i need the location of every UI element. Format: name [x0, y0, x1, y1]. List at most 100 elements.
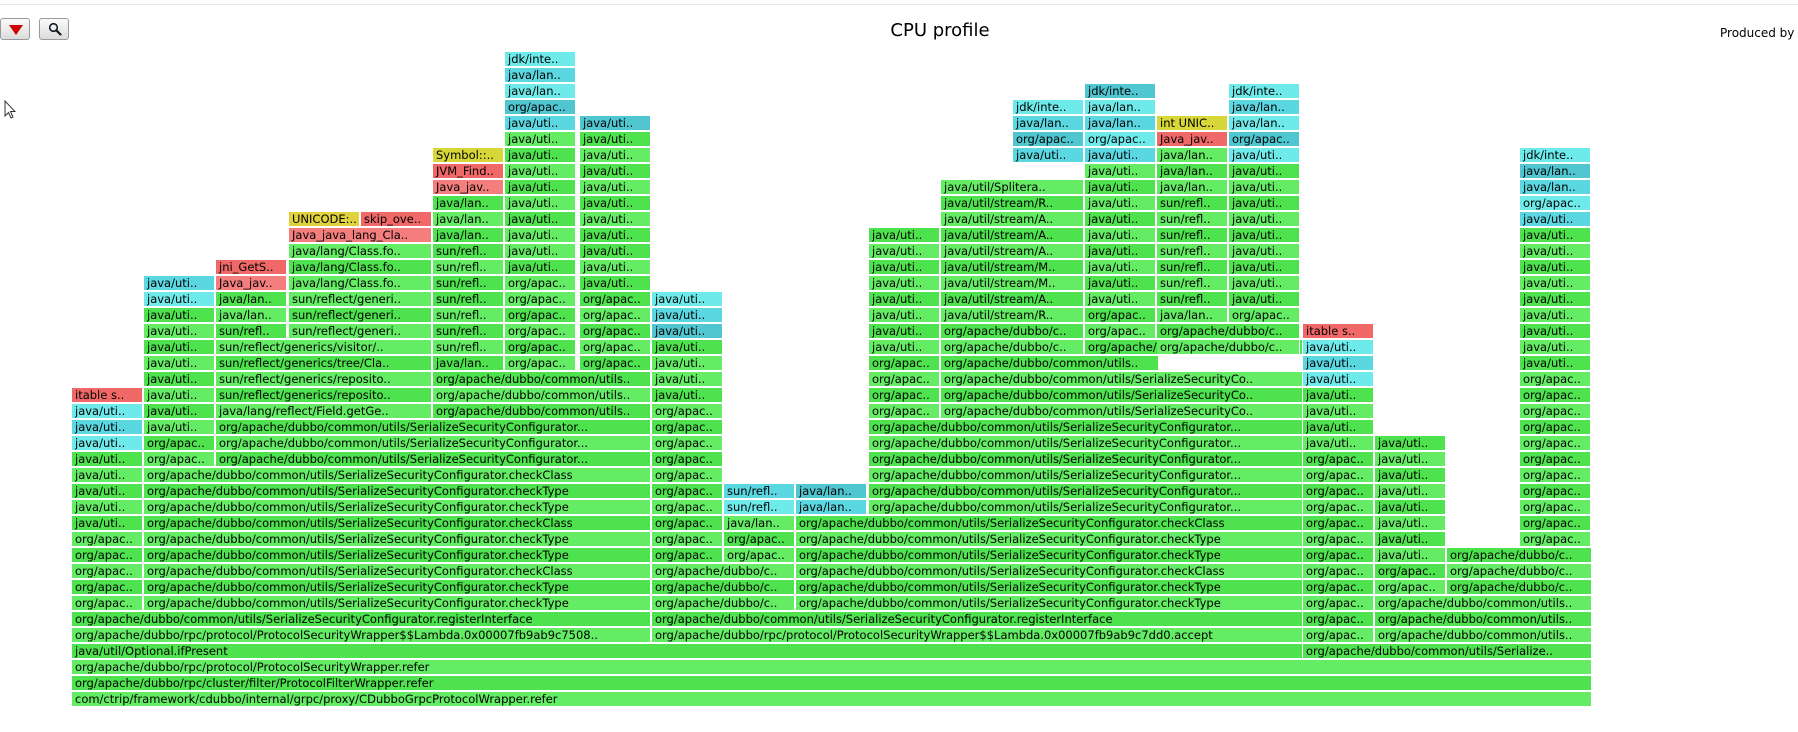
flame-frame[interactable]: sun/refl.. — [433, 324, 504, 339]
flame-frame[interactable]: org/apac.. — [505, 324, 576, 339]
flame-frame[interactable]: org/apac.. — [1303, 548, 1374, 563]
flame-frame[interactable]: org/apache/dubbo/common/utils/SerializeS… — [796, 532, 1303, 547]
flame-frame[interactable]: java/lan.. — [1157, 164, 1228, 179]
flame-frame[interactable]: java/uti.. — [144, 420, 215, 435]
flame-frame[interactable]: org/apac.. — [72, 548, 143, 563]
flame-frame[interactable]: org/apac.. — [869, 356, 940, 371]
flame-frame[interactable]: org/apac.. — [580, 308, 651, 323]
flame-frame[interactable]: java/lan.. — [505, 84, 576, 99]
flame-frame[interactable]: java/lan.. — [1229, 116, 1300, 131]
flame-frame[interactable]: org/apache/dubbo/common/utils/SerializeS… — [941, 372, 1303, 387]
flame-frame[interactable]: java/uti.. — [505, 164, 576, 179]
flame-frame[interactable]: java/uti.. — [1085, 276, 1156, 291]
flame-frame[interactable]: jdk/inte.. — [1229, 84, 1300, 99]
flame-frame[interactable]: org/apache/dubbo/common/utils/SerializeS… — [144, 516, 651, 531]
flame-frame[interactable]: java/uti.. — [869, 244, 940, 259]
flame-frame[interactable]: org/apache/dubbo/common/utils/SerializeS… — [216, 420, 651, 435]
flame-frame[interactable]: java/uti.. — [869, 324, 940, 339]
flame-frame[interactable]: java/lan.. — [216, 308, 287, 323]
flame-frame[interactable]: java/uti.. — [505, 196, 576, 211]
flame-frame[interactable]: java/lan.. — [433, 212, 504, 227]
flame-frame[interactable]: org/apache/dubbo/common/utils/SerializeS… — [72, 612, 651, 627]
flame-frame[interactable]: org/apache/dubbo/common/utils/SerializeS… — [144, 596, 651, 611]
flame-frame[interactable]: java/util/stream/A.. — [941, 292, 1084, 307]
flame-frame[interactable]: java/uti.. — [72, 468, 143, 483]
flame-frame[interactable]: java/uti.. — [144, 324, 215, 339]
flame-frame[interactable]: org/apache/dubbo/rpc/protocol/ProtocolSe… — [72, 660, 1592, 675]
flame-frame[interactable]: sun/reflect/generics/tree/Cla.. — [216, 356, 432, 371]
flame-frame[interactable]: java/uti.. — [580, 260, 651, 275]
flame-frame[interactable]: org/apac.. — [1229, 308, 1300, 323]
flame-frame[interactable]: java/uti.. — [144, 356, 215, 371]
flame-frame[interactable]: jdk/inte.. — [1013, 100, 1084, 115]
flame-frame[interactable]: org/apac.. — [505, 100, 576, 115]
flame-frame[interactable]: java/uti.. — [1085, 196, 1156, 211]
reverse-button[interactable] — [0, 18, 30, 40]
flame-frame[interactable]: sun/refl.. — [1157, 292, 1228, 307]
flame-frame[interactable]: org/apache/dubbo/common/utils/SerializeS… — [652, 612, 1303, 627]
flame-frame[interactable]: org/apache/dubbo/common/utils/SerializeS… — [216, 436, 651, 451]
flame-frame[interactable]: org/apache/dubbo/common/utils.. — [1375, 596, 1592, 611]
flame-frame[interactable]: sun/reflect/generi.. — [289, 292, 432, 307]
flame-frame[interactable]: java/uti.. — [1520, 308, 1591, 323]
flame-frame[interactable]: org/apache/dubbo/common/utils.. — [1375, 628, 1592, 643]
flame-frame[interactable]: java/lan.. — [1013, 116, 1084, 131]
flame-frame[interactable]: java/uti.. — [1013, 148, 1084, 163]
flame-frame[interactable]: org/apache/dubbo/c.. — [941, 324, 1084, 339]
flame-frame[interactable]: org/apache/dubbo/common/utils/SerializeS… — [941, 388, 1303, 403]
flame-frame[interactable]: Java_jav.. — [433, 180, 504, 195]
flame-frame[interactable]: java/util/stream/A.. — [941, 228, 1084, 243]
flame-frame[interactable]: org/apac.. — [1375, 564, 1446, 579]
flame-frame[interactable]: org/apac.. — [1303, 532, 1374, 547]
flame-frame[interactable]: java/uti.. — [72, 484, 143, 499]
flame-frame[interactable]: org/apache/dubbo/c.. — [1447, 548, 1592, 563]
flame-frame[interactable]: java/uti.. — [72, 436, 143, 451]
flame-frame[interactable]: org/apache/dubbo/common/utils/SerializeS… — [869, 468, 1303, 483]
flame-frame[interactable]: org/apache/dubbo/common/utils/SerializeS… — [144, 564, 651, 579]
flame-frame[interactable]: java/uti.. — [1303, 436, 1374, 451]
flame-frame[interactable]: java/uti.. — [652, 324, 723, 339]
flame-frame[interactable]: java/lan.. — [1520, 180, 1591, 195]
flame-frame[interactable]: org/apache/dubbo/common/utils/SerializeS… — [796, 580, 1303, 595]
flame-frame[interactable]: java/lan.. — [433, 228, 504, 243]
flame-frame[interactable]: java/uti.. — [580, 132, 651, 147]
flame-frame[interactable]: java/uti.. — [1085, 228, 1156, 243]
flame-frame[interactable]: java/uti.. — [1085, 244, 1156, 259]
flame-frame[interactable]: java/uti.. — [1303, 372, 1374, 387]
flame-frame[interactable]: java/lan.. — [1157, 180, 1228, 195]
flame-frame[interactable]: java/uti.. — [505, 116, 576, 131]
flame-frame[interactable]: org/apac.. — [1303, 596, 1374, 611]
flame-frame[interactable]: java/uti.. — [1303, 388, 1374, 403]
flame-frame[interactable]: org/apac.. — [1085, 308, 1156, 323]
flame-frame[interactable]: sun/refl.. — [433, 308, 504, 323]
flame-frame[interactable]: org/apac.. — [652, 452, 723, 467]
flame-frame[interactable]: java/uti.. — [1229, 260, 1300, 275]
flame-frame[interactable]: java/uti.. — [72, 404, 143, 419]
flame-frame[interactable]: org/apac.. — [580, 324, 651, 339]
flame-frame[interactable]: org/apache/dubbo/rpc/protocol/ProtocolSe… — [72, 628, 651, 643]
flame-frame[interactable]: java/uti.. — [1229, 244, 1300, 259]
flame-frame[interactable]: org/apac.. — [652, 468, 723, 483]
flame-frame[interactable]: org/apache/dubbo/common/utils.. — [433, 372, 651, 387]
flame-frame[interactable]: java/lan.. — [796, 484, 867, 499]
flame-frame[interactable]: java/lan.. — [796, 500, 867, 515]
flame-frame[interactable]: java/lang/Class.fo.. — [289, 260, 432, 275]
flame-frame[interactable]: java/uti.. — [1085, 148, 1156, 163]
flame-frame[interactable]: java/util/Optional.ifPresent — [72, 644, 1303, 659]
flame-frame[interactable]: java/uti.. — [869, 228, 940, 243]
flame-frame[interactable]: java/uti.. — [652, 372, 723, 387]
flame-frame[interactable]: java/uti.. — [580, 180, 651, 195]
flame-frame[interactable]: java/uti.. — [1375, 468, 1446, 483]
flame-frame[interactable]: java/uti.. — [1375, 436, 1446, 451]
flame-frame[interactable]: sun/refl.. — [1157, 212, 1228, 227]
flame-frame[interactable]: java/uti.. — [580, 148, 651, 163]
flame-frame[interactable]: java/uti.. — [1375, 516, 1446, 531]
flame-frame[interactable]: org/apac.. — [1303, 516, 1374, 531]
flame-frame[interactable]: java/uti.. — [580, 116, 651, 131]
flame-frame[interactable]: jdk/inte.. — [1520, 148, 1591, 163]
flame-frame[interactable]: jdk/inte.. — [505, 52, 576, 67]
flame-frame[interactable]: org/apache/dubbo/common/utils/SerializeS… — [869, 452, 1303, 467]
flame-frame[interactable]: org/apac.. — [72, 532, 143, 547]
flame-frame[interactable]: java/uti.. — [72, 516, 143, 531]
